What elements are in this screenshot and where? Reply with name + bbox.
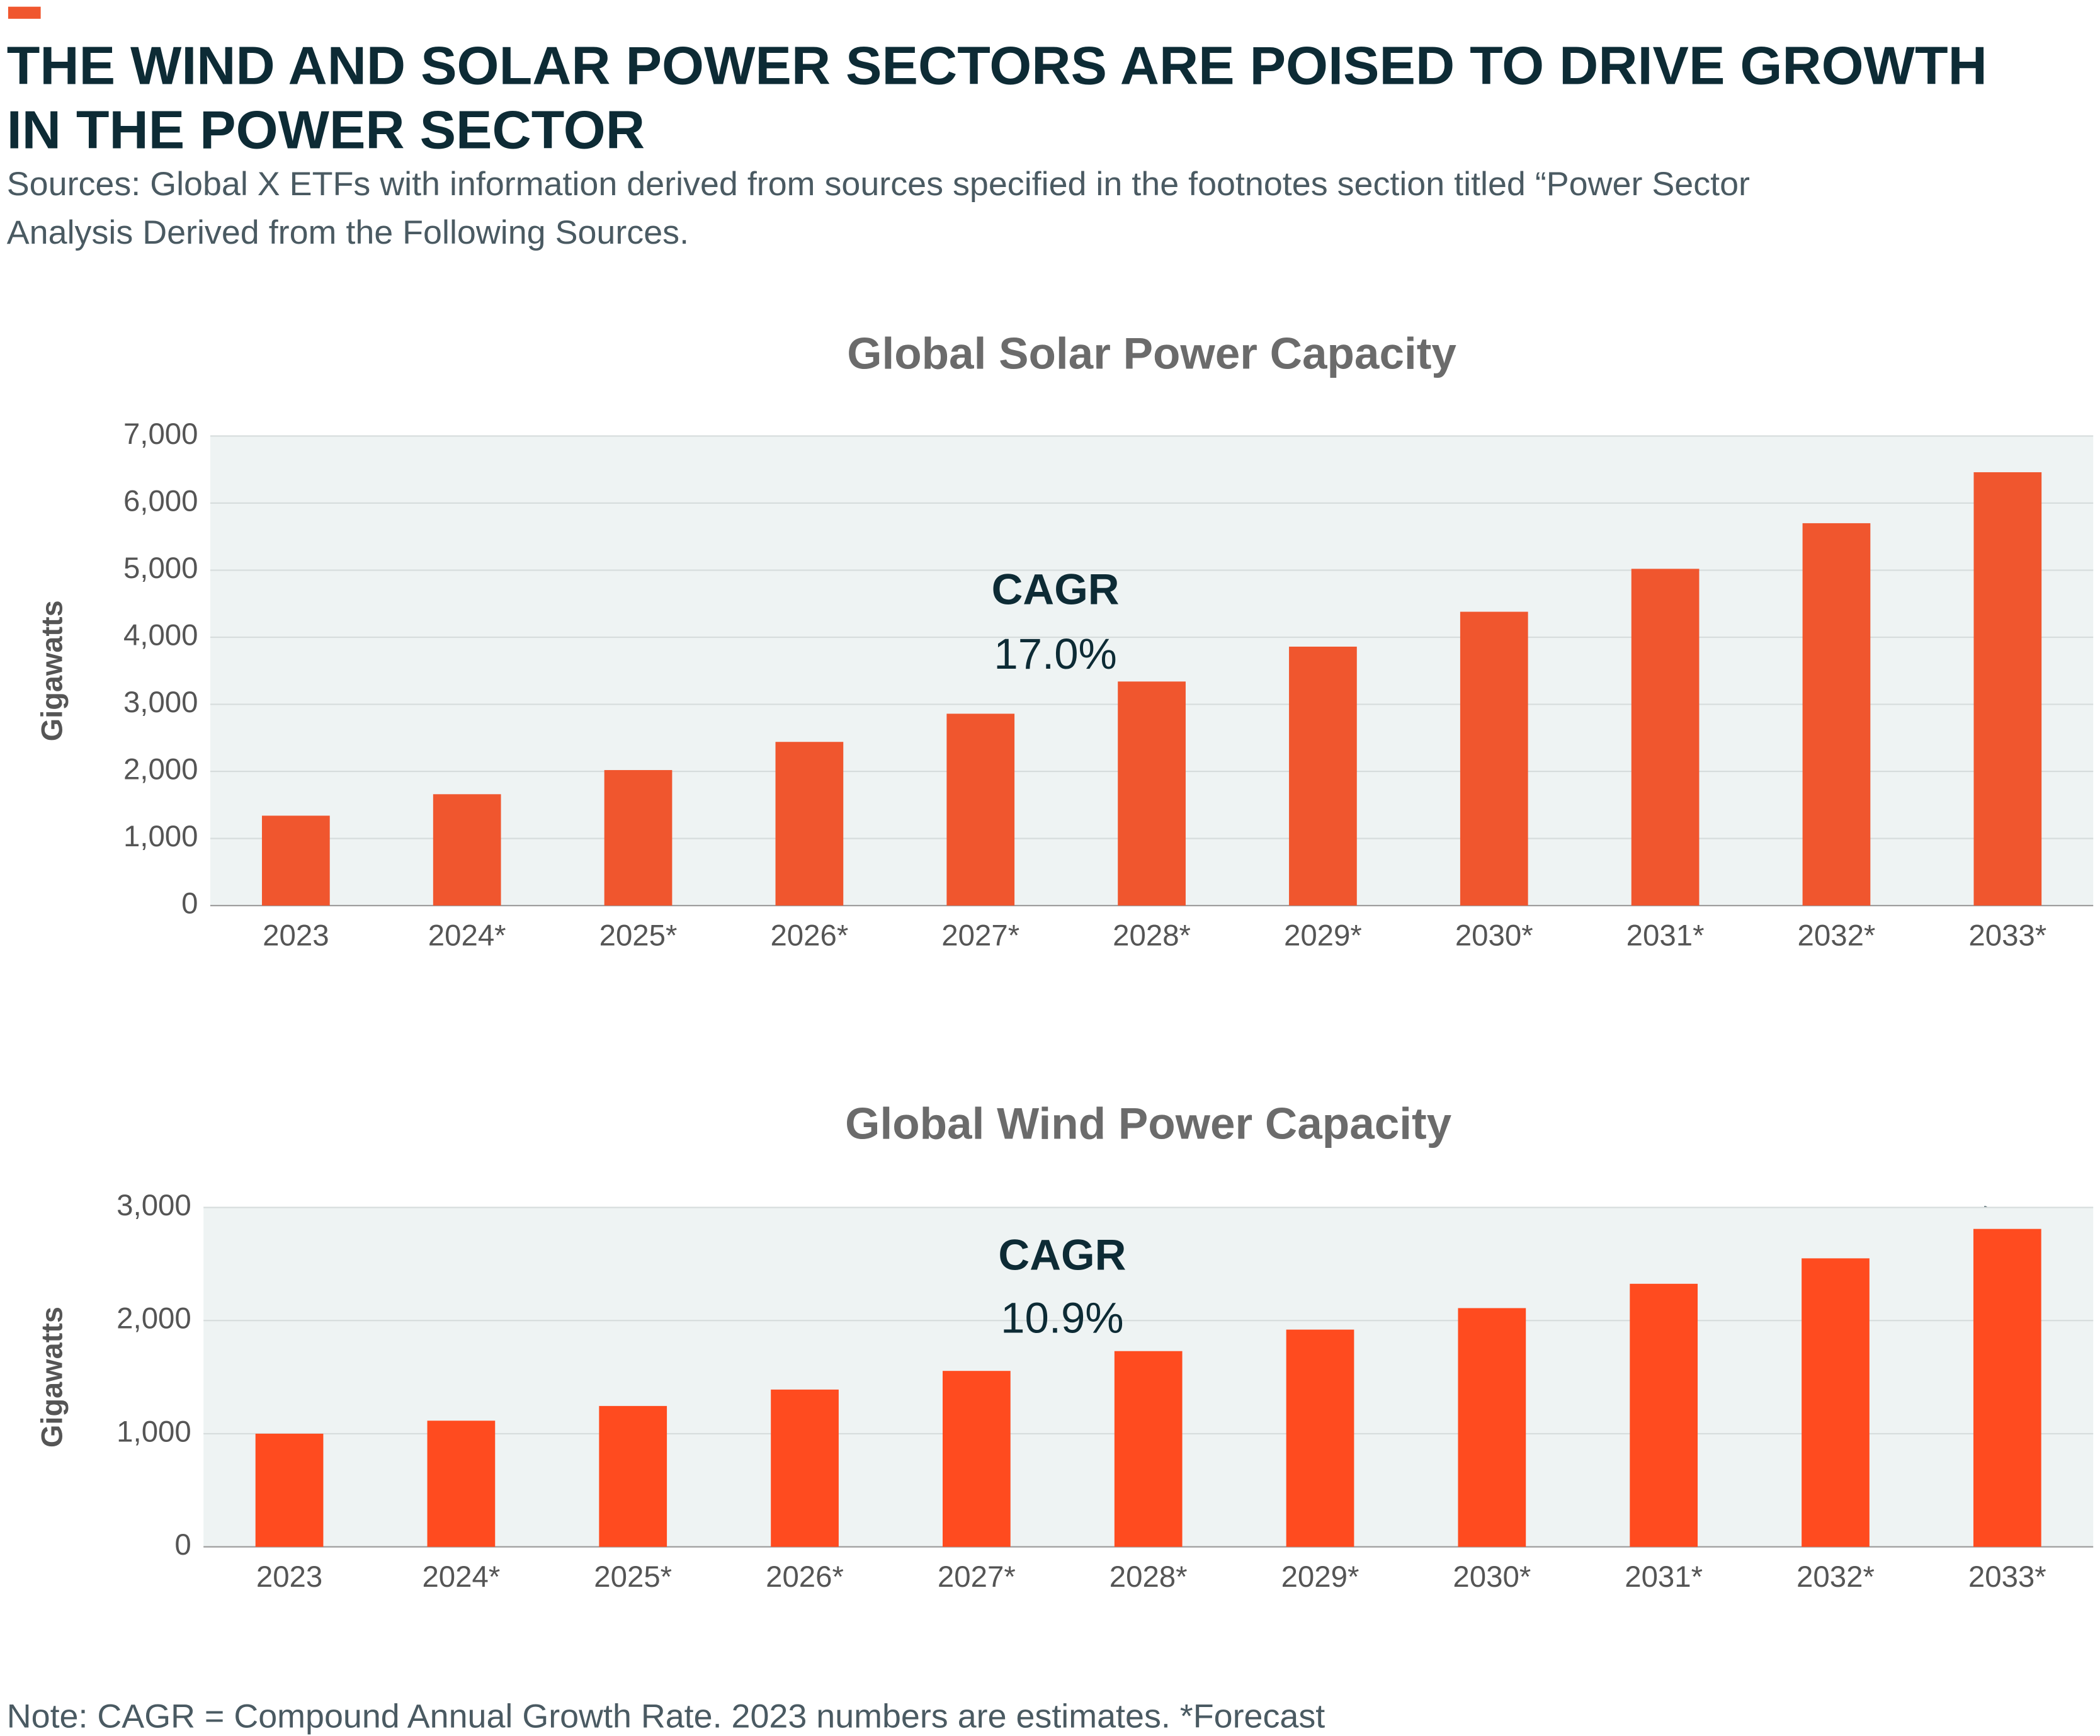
x-tick-label: 2024*: [428, 919, 506, 952]
bar: [943, 1371, 1011, 1547]
subtitle-line: Sources: Global X ETFs with information …: [7, 166, 1750, 203]
chart-title: Global Solar Power Capacity: [847, 329, 1456, 378]
bar: [604, 769, 673, 906]
x-tick-label: 2026*: [766, 1560, 844, 1593]
title-line: IN THE POWER SECTOR: [7, 100, 645, 160]
y-tick-label: 4,000: [123, 618, 198, 652]
x-tick-label: 2033*: [1968, 919, 2046, 952]
annotation: CAGR: [998, 1231, 1126, 1279]
bar: [1114, 1351, 1183, 1547]
y-tick-label: 6,000: [123, 484, 198, 518]
bar: [771, 1389, 839, 1547]
x-tick-label: 2023: [263, 919, 329, 952]
x-tick-label: 2033*: [1968, 1560, 2046, 1593]
y-axis-label: Gigawatts: [35, 1307, 68, 1448]
title-line: THE WIND AND SOLAR POWER SECTORS ARE POI…: [7, 36, 1987, 96]
bar: [427, 1421, 496, 1547]
x-tick-label: 2026*: [770, 919, 848, 952]
x-tick-label: 2027*: [938, 1560, 1016, 1593]
x-tick-label: 2027*: [941, 919, 1019, 952]
y-tick-label: 1,000: [123, 819, 198, 853]
x-tick-label: 2023: [256, 1560, 322, 1593]
x-tick-label: 2031*: [1626, 919, 1705, 952]
bar: [1289, 646, 1357, 906]
bar: [775, 742, 844, 906]
y-tick-label: 0: [181, 887, 198, 920]
bar: [946, 713, 1015, 906]
y-tick-label: 2,000: [116, 1302, 191, 1335]
bar: [1458, 1308, 1526, 1547]
bar: [1973, 472, 2042, 906]
bar: [1802, 1258, 1870, 1547]
x-tick-label: 2029*: [1284, 919, 1362, 952]
bar: [1286, 1329, 1354, 1547]
x-tick-label: 2032*: [1796, 1560, 1875, 1593]
bar: [1460, 611, 1528, 906]
x-tick-label: 2025*: [594, 1560, 672, 1593]
subtitle-line: Analysis Derived from the Following Sour…: [7, 214, 689, 251]
x-tick-label: 2028*: [1110, 1560, 1188, 1593]
y-axis-label: Gigawatts: [35, 600, 68, 741]
bar: [261, 815, 330, 906]
bar: [1802, 523, 1871, 906]
y-tick-label: 7,000: [123, 417, 198, 450]
bar: [1630, 1283, 1698, 1547]
y-tick-label: 1,000: [116, 1415, 191, 1448]
x-tick-label: 2032*: [1798, 919, 1876, 952]
x-tick-label: 2028*: [1113, 919, 1191, 952]
bar: [1631, 569, 1700, 906]
bar: [1973, 1228, 2041, 1547]
x-tick-label: 2029*: [1281, 1560, 1359, 1593]
annotation: CAGR: [992, 565, 1120, 614]
bar: [599, 1405, 667, 1547]
y-tick-label: 2,000: [123, 752, 198, 786]
y-tick-label: 0: [174, 1528, 191, 1561]
x-tick-label: 2025*: [599, 919, 678, 952]
bar: [255, 1433, 324, 1547]
bar: [433, 794, 501, 906]
y-tick-label: 3,000: [116, 1188, 191, 1222]
x-tick-label: 2024*: [422, 1560, 500, 1593]
accent-bar: [8, 6, 41, 19]
x-tick-label: 2030*: [1453, 1560, 1531, 1593]
x-tick-label: 2030*: [1455, 919, 1533, 952]
y-tick-label: 3,000: [123, 685, 198, 718]
annotation: 10.9%: [1001, 1294, 1123, 1342]
bar: [1118, 681, 1186, 906]
x-tick-label: 2031*: [1625, 1560, 1703, 1593]
note: Note: CAGR = Compound Annual Growth Rate…: [7, 1698, 1325, 1735]
annotation: 17.0%: [994, 630, 1116, 678]
y-tick-label: 5,000: [123, 551, 198, 584]
chart-title: Global Wind Power Capacity: [845, 1099, 1451, 1149]
